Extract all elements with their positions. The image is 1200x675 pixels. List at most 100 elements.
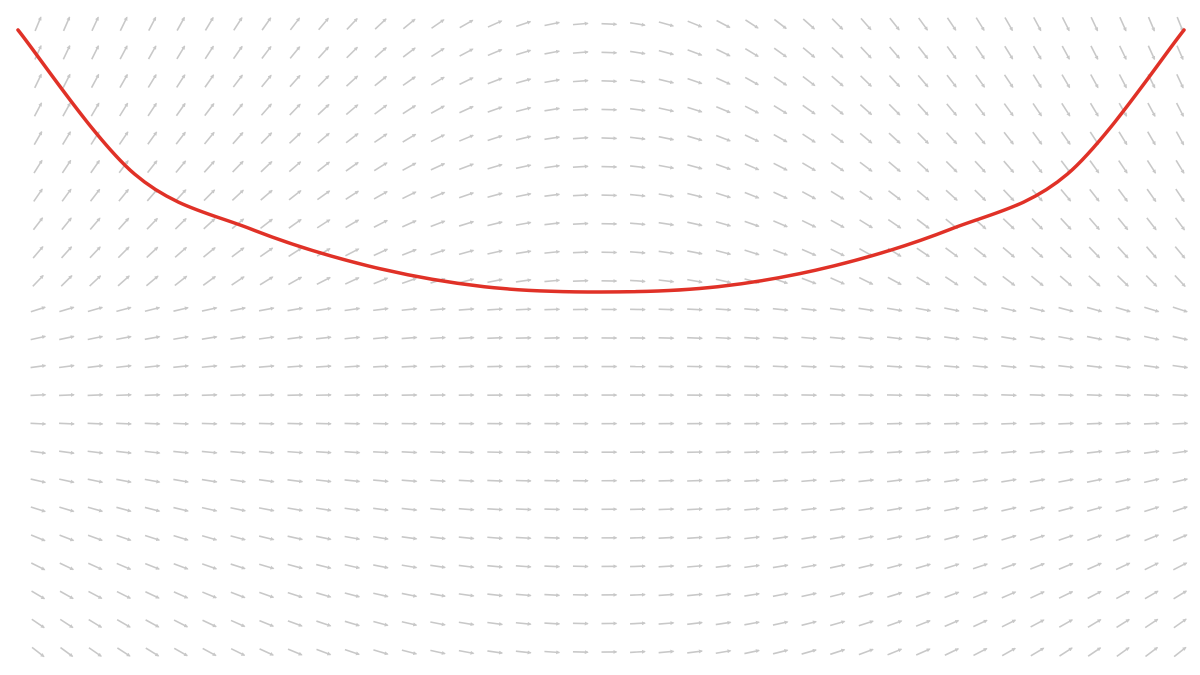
field-arrow — [544, 106, 561, 112]
field-arrow — [772, 336, 789, 341]
field-arrow — [687, 221, 703, 227]
field-arrow — [1059, 275, 1073, 287]
field-arrow — [373, 564, 389, 570]
field-arrow — [401, 535, 418, 541]
field-arrow — [829, 478, 846, 483]
field-arrow — [231, 247, 245, 258]
field-arrow — [715, 249, 732, 256]
field-arrow — [204, 16, 214, 31]
field-arrow — [658, 535, 675, 540]
field-arrow — [459, 19, 474, 29]
field-arrow — [1058, 590, 1074, 599]
field-arrow — [316, 563, 332, 570]
field-arrow — [944, 591, 960, 599]
field-arrow — [1004, 17, 1014, 32]
field-arrow — [1174, 246, 1186, 259]
field-arrow — [144, 534, 161, 542]
field-arrow — [744, 620, 760, 626]
field-arrow — [544, 192, 561, 197]
field-arrow — [802, 47, 816, 58]
field-arrow — [772, 535, 789, 540]
field-arrow — [1090, 45, 1099, 60]
field-arrow — [715, 336, 732, 341]
field-arrow — [687, 478, 703, 483]
field-arrow — [886, 478, 903, 483]
field-arrow — [402, 162, 417, 172]
field-arrow — [572, 250, 589, 255]
field-arrow — [1029, 306, 1046, 313]
field-arrow — [1031, 217, 1044, 230]
field-arrow — [430, 564, 446, 569]
field-arrow — [889, 17, 900, 31]
field-arrow — [401, 649, 418, 656]
field-arrow — [346, 46, 358, 59]
field-arrow — [316, 648, 332, 656]
field-arrow — [344, 620, 360, 627]
field-arrow — [515, 507, 532, 512]
field-arrow — [374, 104, 388, 115]
field-arrow — [630, 193, 646, 198]
field-arrow — [858, 591, 874, 598]
field-arrow — [373, 364, 389, 369]
field-arrow — [430, 191, 446, 199]
field-arrow — [87, 364, 104, 369]
field-arrow — [974, 131, 986, 145]
field-arrow — [715, 220, 732, 227]
field-arrow — [430, 307, 446, 312]
field-arrow — [687, 192, 703, 199]
field-arrow — [1003, 160, 1015, 174]
field-arrow — [59, 421, 75, 426]
field-arrow — [116, 478, 132, 484]
field-arrow — [773, 191, 788, 200]
field-arrow — [116, 534, 132, 542]
field-arrow — [687, 564, 703, 568]
field-arrow — [944, 276, 959, 286]
field-arrow — [1060, 217, 1072, 230]
field-arrow — [260, 132, 273, 145]
field-arrow — [1174, 274, 1186, 287]
field-arrow — [59, 590, 74, 600]
field-arrow — [630, 222, 646, 227]
field-arrow — [1030, 275, 1044, 287]
field-arrow — [1001, 336, 1017, 341]
field-arrow — [144, 562, 160, 570]
field-arrow — [175, 102, 186, 117]
field-arrow — [515, 135, 532, 141]
field-arrow — [801, 648, 817, 655]
field-arrow — [1002, 189, 1015, 202]
field-arrow — [916, 247, 930, 258]
field-arrow — [259, 648, 274, 656]
field-arrow — [259, 591, 275, 599]
field-arrow — [1029, 393, 1046, 398]
field-arrow — [459, 105, 474, 114]
field-arrow — [944, 563, 960, 570]
field-arrow — [315, 364, 332, 369]
field-arrow — [1086, 477, 1103, 483]
field-arrow — [60, 246, 73, 259]
field-arrow — [1172, 393, 1189, 398]
field-arrow — [116, 562, 132, 571]
field-arrow — [630, 649, 646, 654]
field-arrow — [173, 421, 190, 426]
field-arrow — [888, 190, 902, 201]
field-arrow — [715, 307, 732, 312]
field-arrow — [202, 247, 216, 258]
field-arrow — [945, 247, 959, 258]
field-arrow — [173, 619, 189, 628]
field-arrow — [687, 49, 703, 56]
field-arrow — [829, 591, 846, 598]
field-arrow — [1033, 17, 1042, 32]
field-arrow — [572, 50, 589, 55]
field-arrow — [858, 336, 875, 341]
field-arrow — [401, 450, 418, 455]
field-arrow — [1029, 562, 1045, 570]
field-arrow — [973, 619, 988, 628]
field-arrow — [716, 48, 731, 57]
field-arrow — [975, 74, 986, 88]
field-arrow — [915, 307, 932, 313]
field-arrow — [458, 593, 475, 598]
field-arrow — [658, 507, 675, 512]
field-arrow — [630, 50, 646, 56]
field-arrow — [59, 306, 75, 313]
field-arrow — [1115, 306, 1131, 313]
